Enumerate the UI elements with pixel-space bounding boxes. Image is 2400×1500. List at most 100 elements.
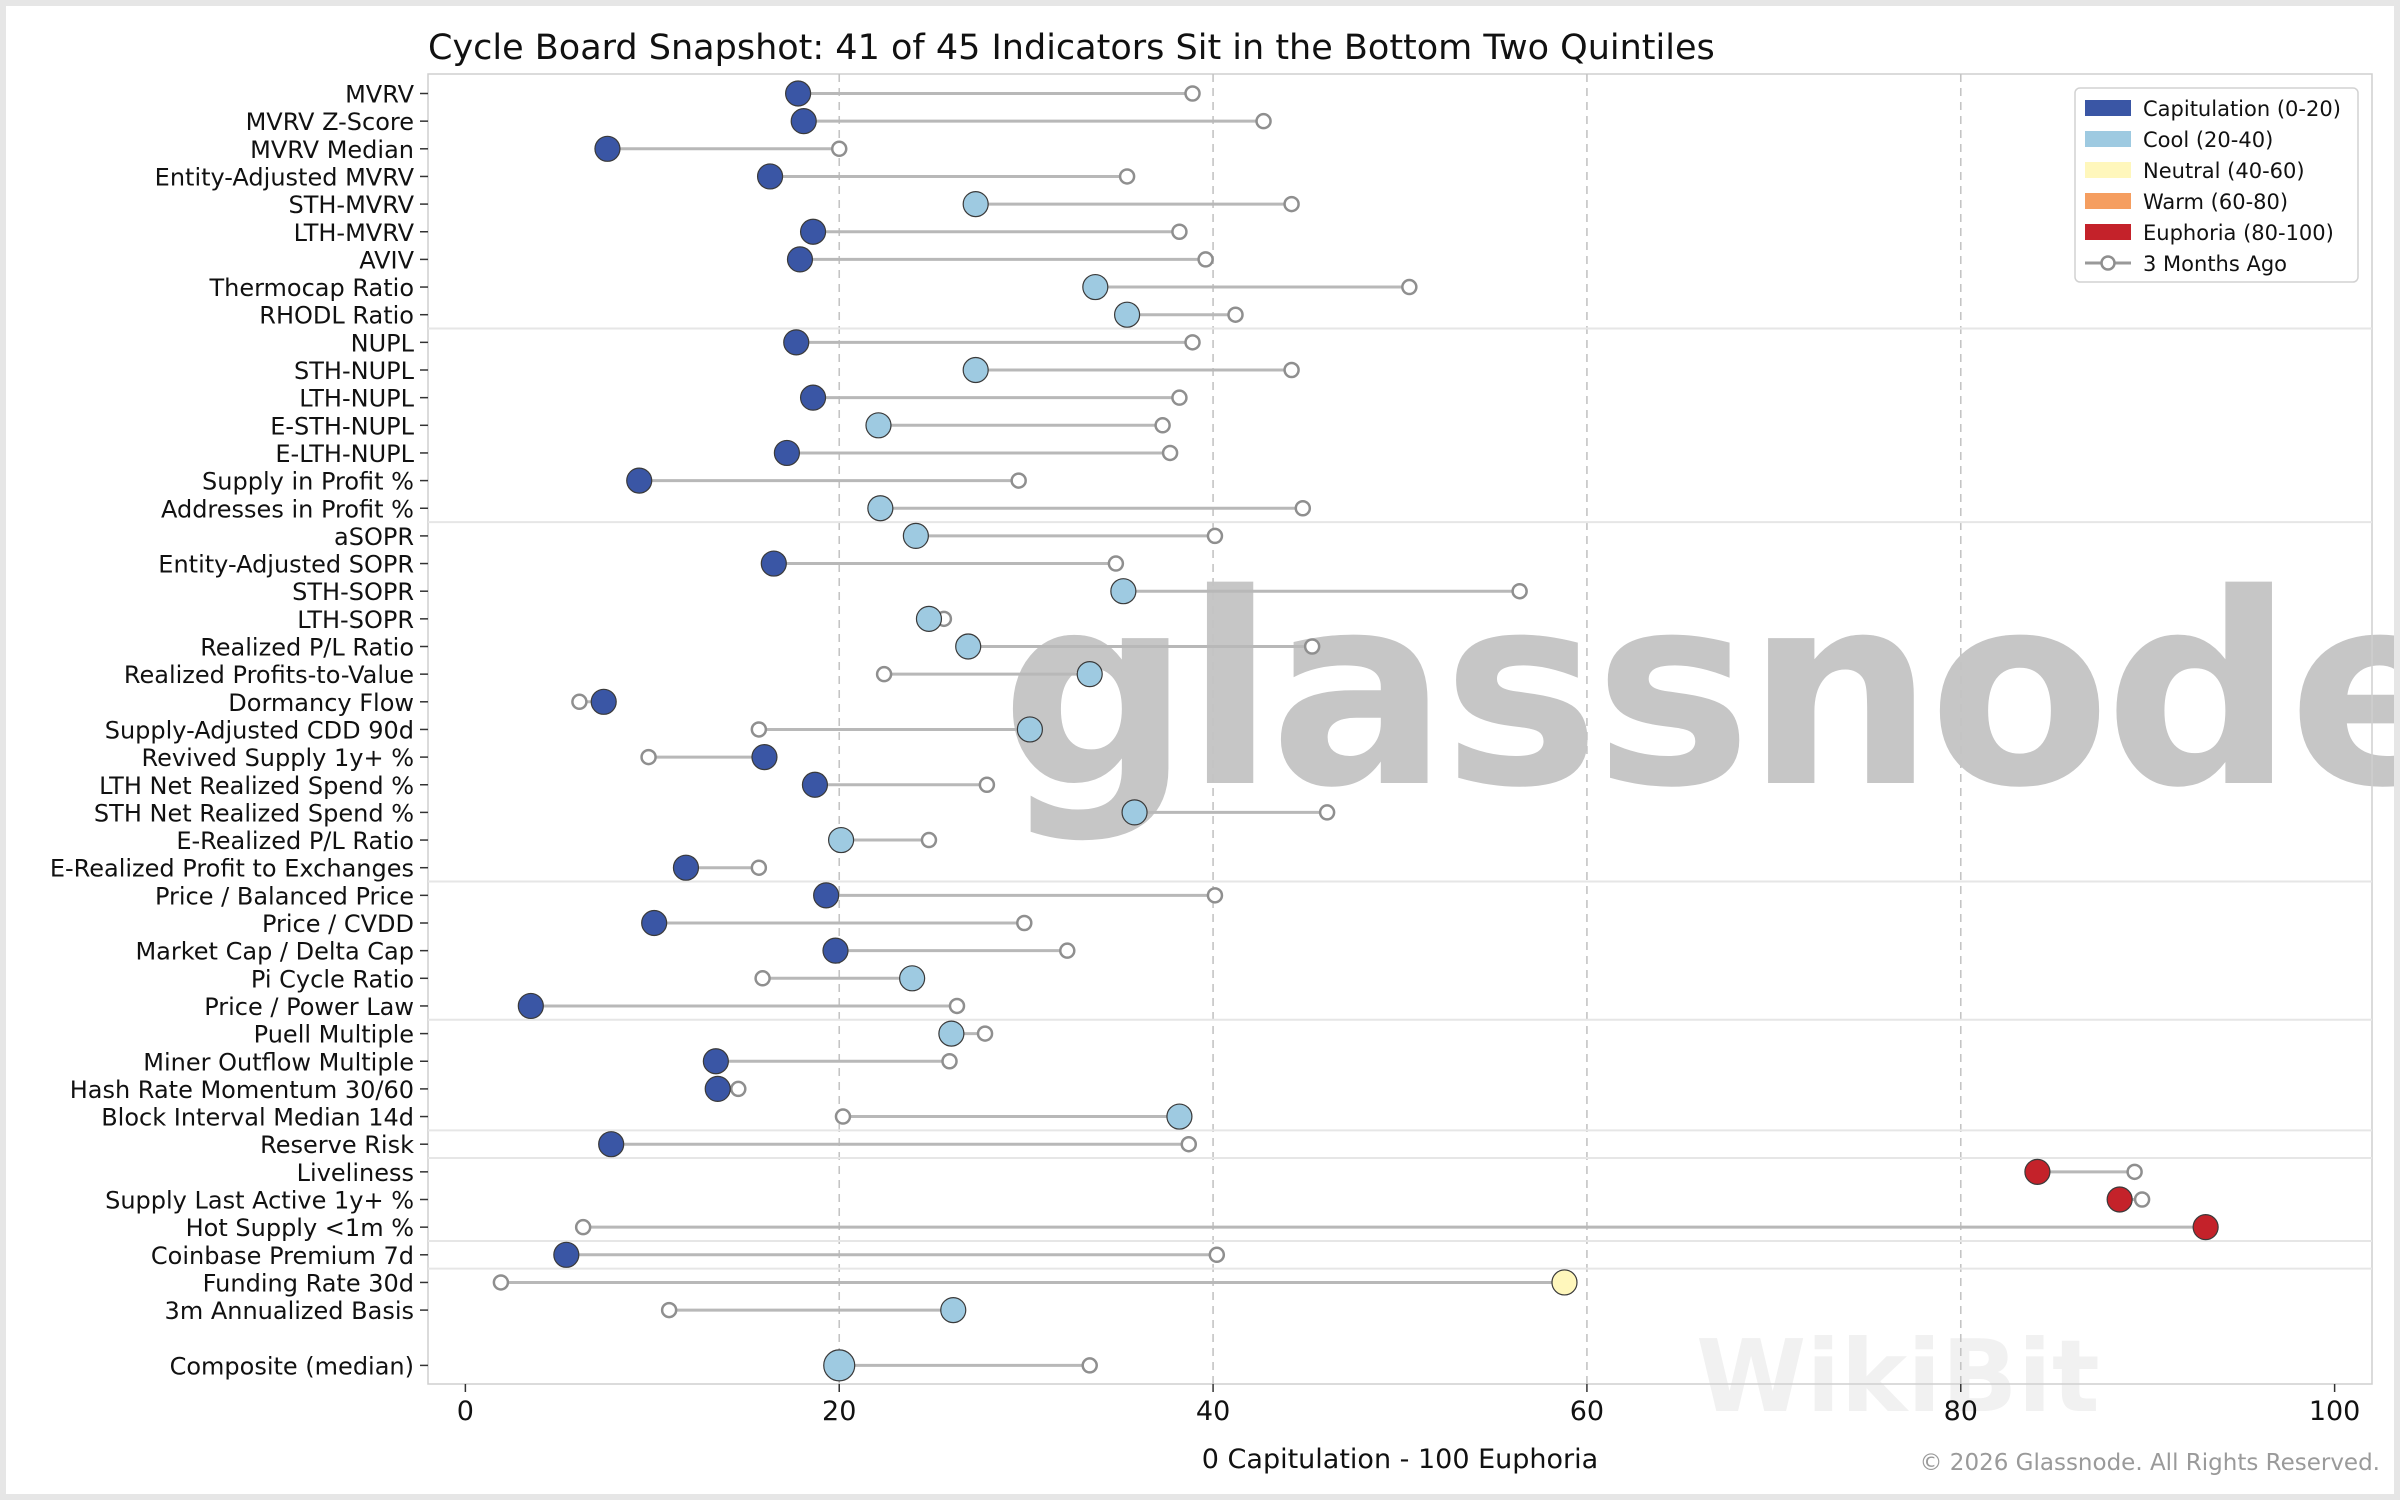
y-tick-label: Puell Multiple [254,1021,414,1049]
legend-swatch [2085,131,2131,147]
indicator-row-past-marker [920,831,938,849]
indicator-row-past-marker [750,859,768,876]
composite-row-current-marker [823,1349,856,1382]
y-tick-label: Entity-Adjusted SOPR [158,551,414,579]
indicator-row-past-marker [1318,804,1336,821]
y-tick-label: E-Realized Profit to Exchanges [50,855,414,883]
indicator-row-past-marker [750,721,768,738]
legend-label: Cool (20-40) [2143,128,2273,152]
indicator-row-past-marker [660,1301,678,1319]
indicator-row-past-marker [1184,334,1201,351]
y-tick-label: STH Net Realized Spend % [94,799,414,827]
copyright-notice: © 2026 Glassnode. All Rights Reserved. [1919,1450,2381,1476]
indicator-row-current-marker [641,909,668,937]
indicator-row-current-marker [2106,1186,2133,1213]
y-tick-label: RHODL Ratio [259,302,414,330]
y-tick-label: Funding Rate 30d [203,1269,414,1297]
y-tick-label: MVRV Median [250,136,414,164]
y-tick-label: E-Realized P/L Ratio [176,827,414,855]
indicator-row-past-marker [1206,887,1224,904]
legend-label: Capitulation (0-20) [2143,97,2341,121]
indicator-row-past-marker [1511,582,1528,600]
y-tick-label: Market Cap / Delta Cap [135,938,414,966]
indicator-row-current-marker [962,356,989,384]
indicator-row-past-marker [1059,942,1076,959]
indicator-row-current-marker [598,1131,625,1158]
indicator-row-past-marker [1161,444,1179,462]
indicator-row-past-marker [1294,500,1312,517]
y-tick-label: Supply in Profit % [202,468,414,496]
indicator-row-current-marker [751,743,778,771]
indicator-row-past-marker [1283,195,1300,213]
y-tick-label: aSOPR [334,523,414,551]
indicator-row-past-marker [976,1025,994,1042]
y-tick-label: STH-SOPR [292,578,414,606]
y-tick-label: Coinbase Premium 7d [151,1242,414,1270]
y-tick-label: Price / Power Law [204,993,414,1021]
indicator-row-current-marker [955,633,982,660]
indicator-row-current-marker [790,108,817,135]
indicator-row-past-marker [948,997,966,1015]
y-tick-label: E-STH-NUPL [270,412,414,440]
indicator-row-current-marker [827,826,855,854]
y-tick-label: Price / Balanced Price [155,882,414,910]
indicator-row-current-marker [938,1020,965,1047]
indicator-row-past-marker [1255,112,1272,130]
y-tick-label: LTH Net Realized Spend % [99,772,414,800]
indicator-row-current-marker [1121,799,1148,826]
indicator-row-current-marker [756,163,784,190]
y-tick-label: Thermocap Ratio [208,274,414,302]
indicator-row-current-marker [1016,716,1043,743]
indicator-row-current-marker [773,439,800,467]
indicator-row-past-marker [1283,361,1300,379]
legend-label: Neutral (40-60) [2143,159,2305,183]
legend-label: Warm (60-80) [2143,190,2288,214]
indicator-row-current-marker [785,80,812,107]
legend-label: 3 Months Ago [2143,252,2287,276]
x-tick-label: 100 [2309,1396,2361,1427]
indicator-row-current-marker [940,1296,967,1324]
y-tick-label: Supply Last Active 1y+ % [105,1187,414,1215]
y-tick-label: Pi Cycle Ratio [251,965,414,993]
y-tick-label: STH-NUPL [294,357,415,385]
legend-label: Euphoria (80-100) [2143,221,2334,245]
indicator-row-past-marker [1184,85,1201,102]
indicator-row-current-marker [760,550,787,577]
indicator-row-past-marker [978,776,996,793]
watermark-wikibit: WikiBit [1696,1318,2100,1435]
y-tick-label: Entity-Adjusted MVRV [155,163,415,191]
indicator-row-past-marker [1401,278,1418,296]
indicator-row-past-marker [830,140,848,158]
y-tick-label: E-LTH-NUPL [275,440,414,468]
indicator-row-past-marker [574,1218,592,1236]
indicator-row-current-marker [704,1075,731,1103]
x-tick-label: 40 [1196,1396,1230,1427]
y-tick-label: STH-MVRV [288,191,414,219]
y-tick-label: Revived Supply 1y+ % [142,744,415,772]
y-tick-label: Realized Profits-to-Value [124,661,414,689]
watermark-layer: glassnode WikiBit [1001,538,2394,1435]
indicator-row-current-marker [1551,1269,1578,1296]
indicator-row-current-marker [594,135,621,162]
indicator-row-past-marker [1227,306,1244,323]
indicator-row-current-marker [626,467,653,494]
chart-frame: Cycle Board Snapshot: 41 of 45 Indicator… [6,6,2394,1494]
indicator-row-current-marker [2024,1158,2051,1185]
y-tick-label: LTH-MVRV [294,219,415,247]
indicator-row-current-marker [1113,301,1141,328]
y-tick-label: Supply-Adjusted CDD 90d [105,716,414,744]
indicator-row-current-marker [1082,273,1109,301]
indicator-row-current-marker [799,384,827,411]
indicator-row-past-marker [1010,472,1027,489]
indicator-row-current-marker [899,965,926,992]
legend-swatch [2085,100,2131,116]
indicator-row-current-marker [1110,578,1137,605]
indicator-row-current-marker [801,771,829,798]
indicator-row-past-marker [941,1053,958,1070]
indicator-row-current-marker [799,218,827,245]
indicator-row-current-marker [813,882,840,909]
legend-swatch [2085,162,2131,178]
y-tick-label: Miner Outflow Multiple [143,1048,414,1076]
x-tick-label: 80 [1944,1396,1978,1427]
y-tick-label: LTH-SOPR [297,606,414,634]
